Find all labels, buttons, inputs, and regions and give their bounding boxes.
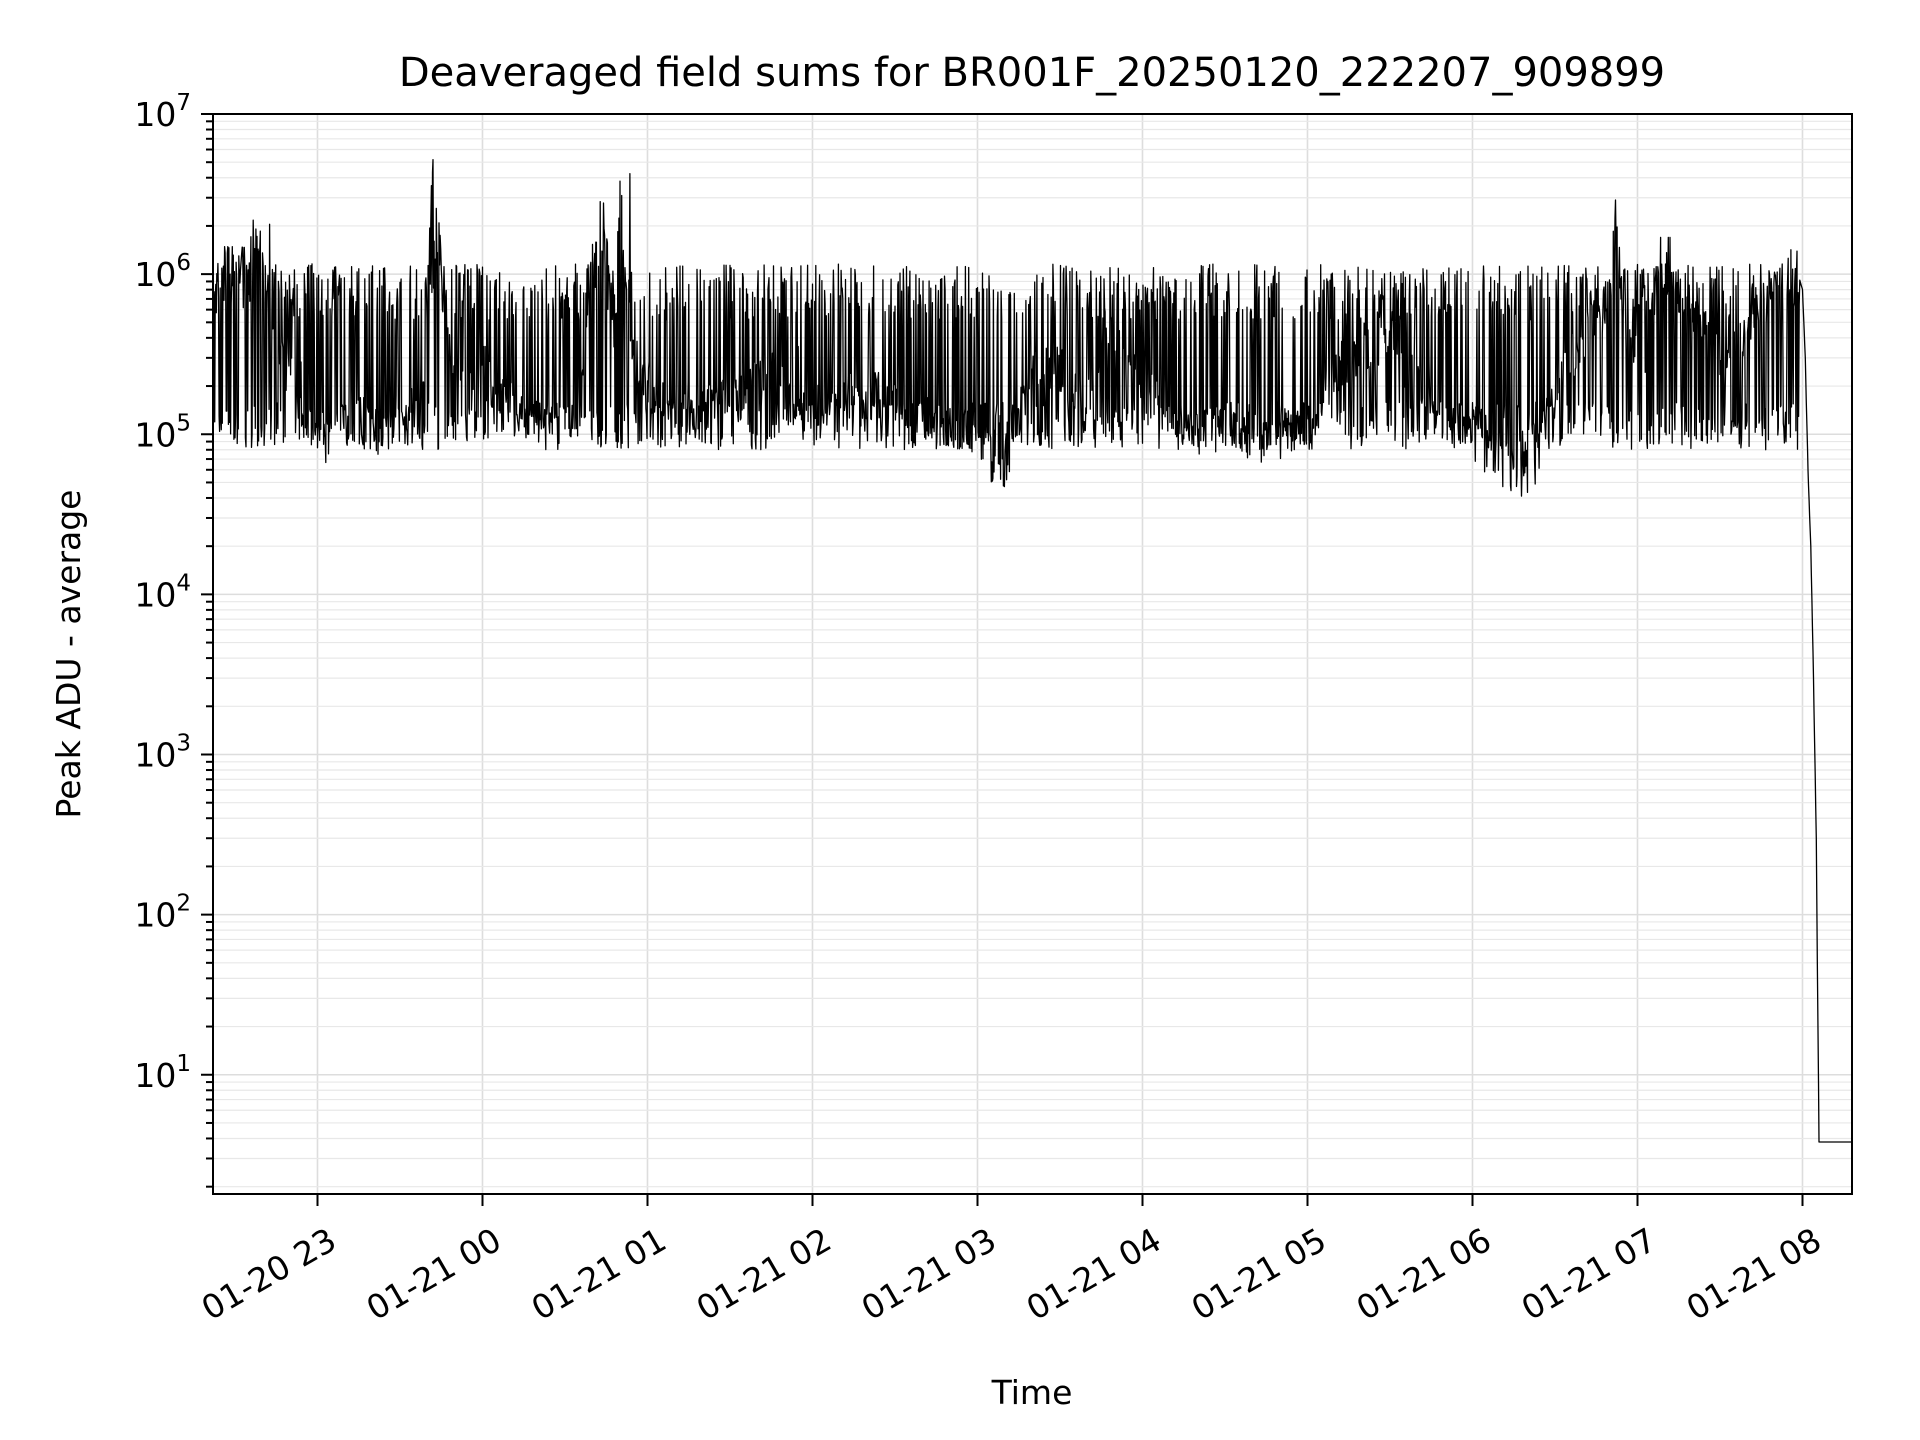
y-tick-label: 104 <box>134 570 191 614</box>
y-tick-label: 106 <box>134 250 191 294</box>
x-tick-label: 01-21 08 <box>1680 1220 1828 1328</box>
y-tick-label: 102 <box>134 891 191 935</box>
y-tick-label: 101 <box>134 1051 191 1095</box>
x-tick-label: 01-21 07 <box>1515 1220 1663 1328</box>
plot-frame <box>212 113 1853 1195</box>
chart-title: Deaveraged field sums for BR001F_2025012… <box>399 50 1665 96</box>
x-tick-label: 01-21 05 <box>1185 1220 1333 1328</box>
y-tick-label: 107 <box>134 90 191 134</box>
x-tick-label: 01-21 00 <box>360 1220 508 1328</box>
x-axis-label: Time <box>991 1373 1073 1412</box>
x-tick-label: 01-21 04 <box>1020 1220 1168 1328</box>
y-axis-ticks: 101 102 103 104 105 106 107 <box>134 90 213 1188</box>
x-tick-label: 01-21 03 <box>855 1220 1003 1328</box>
series-line <box>212 159 1853 1143</box>
y-axis-label: Peak ADU - average <box>49 490 88 819</box>
x-tick-label: 01-20 23 <box>195 1220 343 1328</box>
y-tick-label: 103 <box>134 731 191 775</box>
x-tick-label: 01-21 06 <box>1350 1220 1498 1328</box>
y-tick-label: 105 <box>134 410 191 454</box>
x-axis-ticks: 01-20 23 01-21 00 01-21 01 01-21 02 01-21 03… <box>195 1194 1828 1328</box>
x-tick-label: 01-21 01 <box>525 1220 673 1328</box>
x-tick-label: 01-21 02 <box>690 1220 838 1328</box>
